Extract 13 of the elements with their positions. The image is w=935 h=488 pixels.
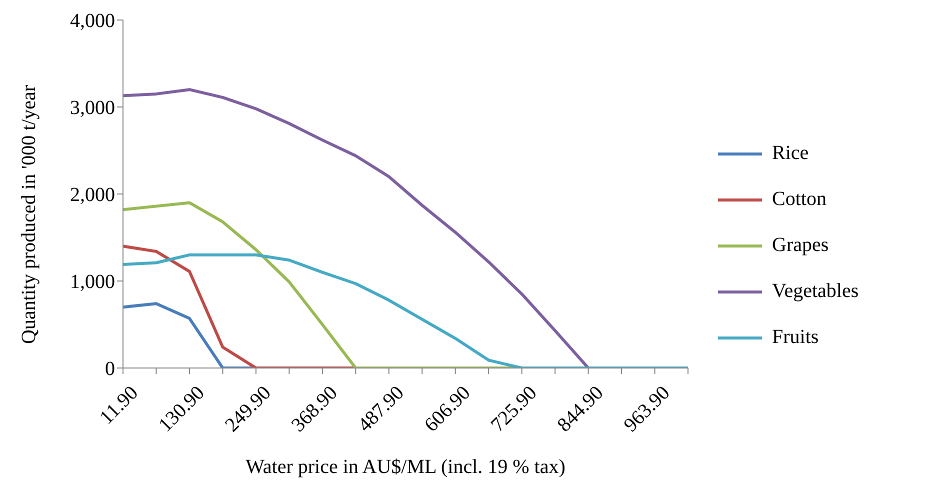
y-axis-title: Quantity produced in '000 t/year xyxy=(18,84,40,344)
legend-label: Fruits xyxy=(772,326,819,349)
y-tick-label: 3,000 xyxy=(70,97,115,120)
y-tick-label: 1,000 xyxy=(70,271,115,294)
x-axis-title: Water price in AU$/ML (incl. 19 % tax) xyxy=(246,456,566,478)
line-series xyxy=(122,88,590,368)
y-tick-label: 4,000 xyxy=(70,10,115,32)
y-tick-label: 0 xyxy=(105,358,115,380)
legend-label: Cotton xyxy=(772,188,826,211)
legend-label: Grapes xyxy=(772,234,829,257)
y-tick-label: 2,000 xyxy=(70,184,115,206)
legend-label: Rice xyxy=(772,142,809,165)
legend-label: Vegetables xyxy=(772,280,859,303)
